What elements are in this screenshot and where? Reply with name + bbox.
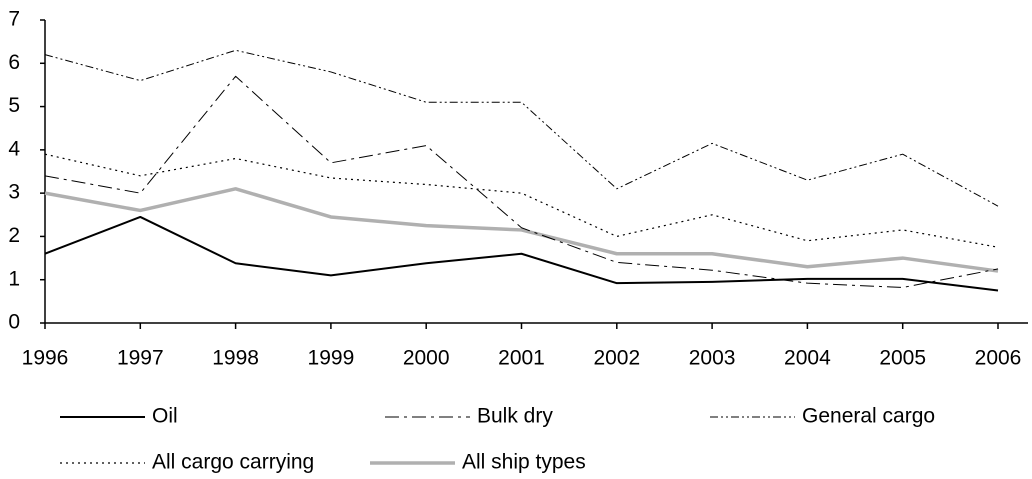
legend-label: All cargo carrying (152, 451, 314, 474)
y-tick-label: 0 (8, 311, 20, 334)
x-tick-label: 2001 (498, 347, 545, 370)
x-tick-label: 2005 (879, 347, 926, 370)
x-tick-label: 1999 (308, 347, 355, 370)
x-tick-label: 2006 (975, 347, 1022, 370)
series-line (44, 153, 999, 248)
x-tick-label: 2003 (689, 347, 736, 370)
series-line (44, 215, 999, 292)
x-tick-label: 2004 (784, 347, 831, 370)
legend-label: Bulk dry (477, 405, 553, 428)
y-tick-label: 5 (8, 94, 20, 117)
legend-label: General cargo (802, 405, 935, 428)
x-tick-label: 2000 (403, 347, 450, 370)
y-tick-label: 6 (8, 51, 20, 74)
series-line (44, 49, 999, 207)
y-tick-label: 7 (8, 8, 20, 31)
y-tick-label: 4 (8, 137, 20, 160)
x-tick-label: 2002 (593, 347, 640, 370)
legend-label: All ship types (462, 451, 586, 474)
y-tick-label: 3 (8, 181, 20, 204)
series-line (44, 187, 999, 273)
series-line (44, 75, 999, 289)
y-tick-label: 1 (8, 267, 20, 290)
x-tick-label: 1998 (212, 347, 259, 370)
x-tick-label: 1996 (22, 347, 69, 370)
x-tick-label: 1997 (117, 347, 164, 370)
y-tick-label: 2 (8, 224, 20, 247)
legend-label: Oil (152, 405, 178, 428)
